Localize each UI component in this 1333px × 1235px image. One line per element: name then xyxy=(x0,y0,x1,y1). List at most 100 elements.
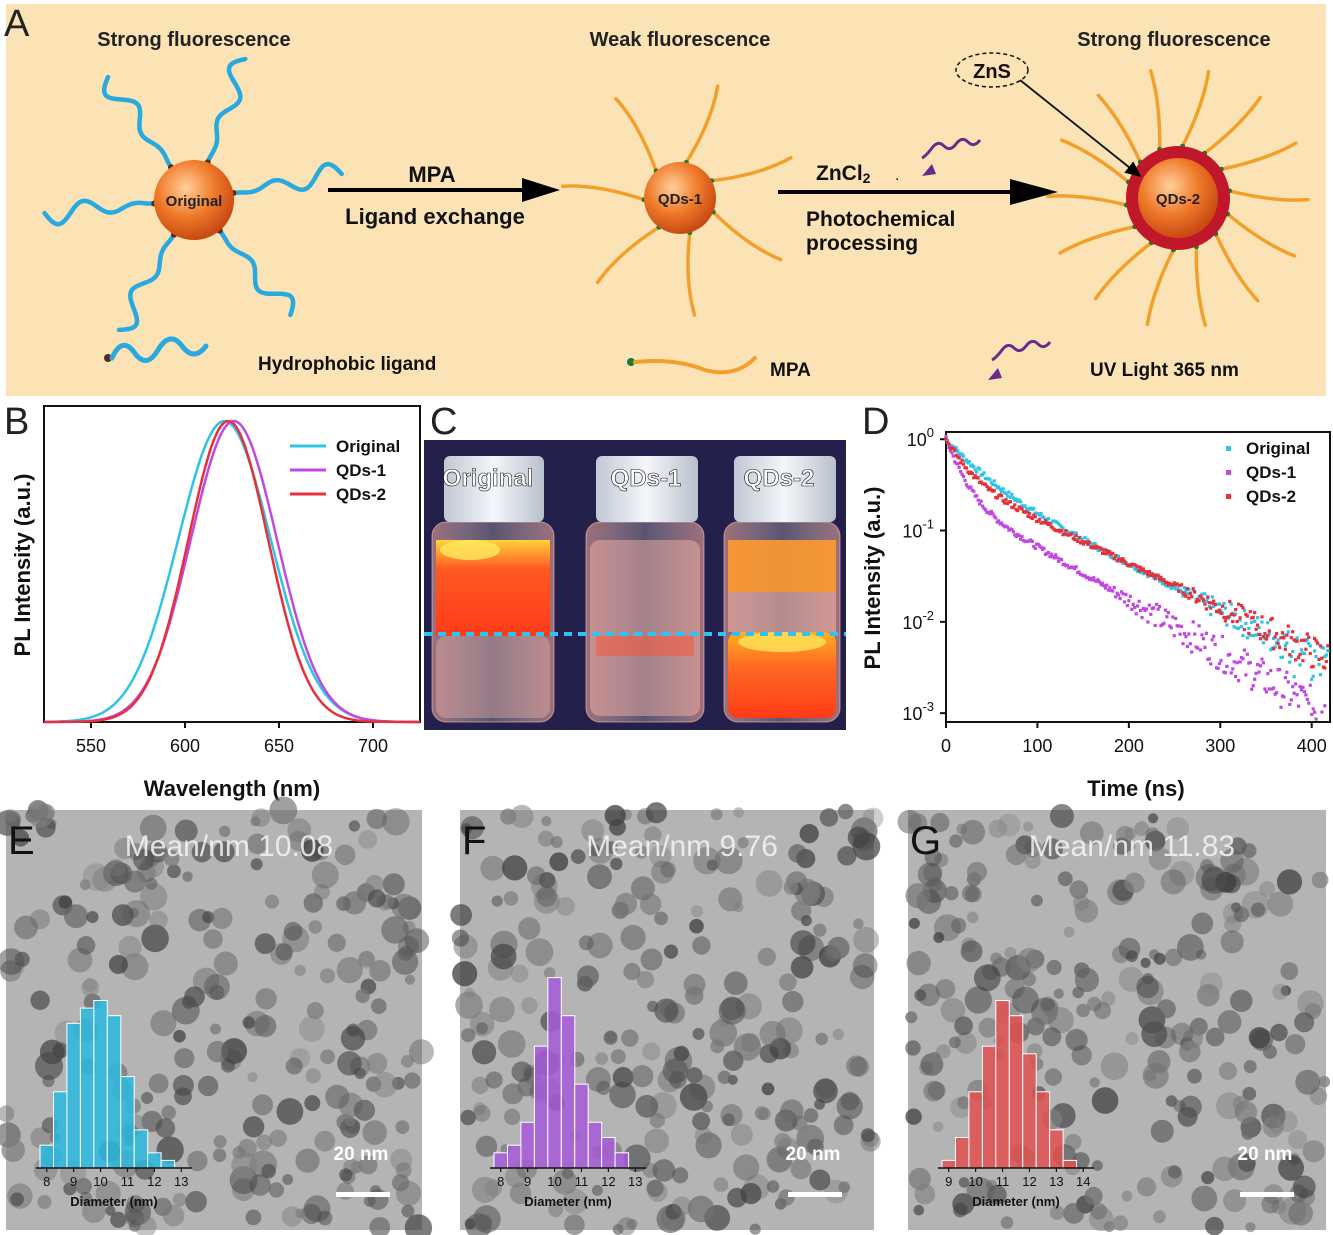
nanocrystal xyxy=(1200,877,1224,901)
d-point xyxy=(1296,704,1301,708)
d-point xyxy=(1011,505,1015,510)
b-x-tick-label: 550 xyxy=(76,736,106,756)
d-point xyxy=(1136,565,1140,569)
d-point xyxy=(1260,620,1264,624)
panel-letter-d: D xyxy=(862,401,889,443)
d-point xyxy=(1207,657,1211,661)
d-point xyxy=(1254,627,1258,631)
nanocrystal xyxy=(1267,891,1294,917)
d-point xyxy=(1314,639,1318,643)
nanocrystal xyxy=(511,1061,533,1082)
d-point xyxy=(960,458,964,462)
nanocrystal xyxy=(504,1166,527,1188)
b-legend-label: QDs-2 xyxy=(336,485,386,504)
nanocrystal xyxy=(570,849,586,864)
nanocrystal xyxy=(490,930,518,958)
nanocrystal xyxy=(1294,1012,1315,1033)
d-point xyxy=(1223,671,1228,675)
nanocrystal xyxy=(1205,1216,1224,1235)
nanocrystal xyxy=(665,1203,682,1220)
nanocrystal xyxy=(717,1070,732,1085)
nanocrystal xyxy=(64,904,88,929)
scale-bar-label: 20 nm xyxy=(1238,1144,1293,1165)
d-point xyxy=(1219,611,1223,615)
d-point xyxy=(1289,654,1293,659)
nanocrystal xyxy=(1021,972,1036,987)
hydrophobic-anchor-icon xyxy=(104,354,112,362)
nanocrystal xyxy=(966,911,979,924)
d-point xyxy=(1234,607,1238,612)
d-point xyxy=(1017,534,1021,538)
d-point xyxy=(1136,604,1140,608)
nanocrystal xyxy=(723,1050,744,1071)
d-point xyxy=(1294,658,1298,662)
nanocrystal xyxy=(295,1148,320,1173)
d-point xyxy=(1100,551,1105,555)
nanocrystal xyxy=(464,1218,476,1230)
nanocrystal xyxy=(800,915,812,927)
d-point xyxy=(1213,602,1217,607)
nanocrystal xyxy=(1073,894,1090,911)
nanocrystal xyxy=(692,1027,705,1040)
histogram-bar xyxy=(507,1144,522,1169)
nanocrystal xyxy=(790,956,814,979)
d-point xyxy=(1043,519,1048,523)
nanocrystal xyxy=(1040,996,1055,1012)
d-point xyxy=(991,482,995,487)
panel-letter-b: B xyxy=(4,401,29,443)
d-point xyxy=(1152,573,1156,578)
nanocrystal xyxy=(319,968,336,984)
d-point xyxy=(982,471,986,475)
nanocrystal xyxy=(556,897,575,916)
b-xlabel: Wavelength (nm) xyxy=(144,776,320,801)
nanocrystal xyxy=(960,940,983,963)
b-x-tick-label: 650 xyxy=(264,736,294,756)
d-point xyxy=(1311,707,1315,711)
nanocrystal xyxy=(1280,962,1299,980)
d-point xyxy=(1172,581,1176,585)
nanocrystal xyxy=(171,996,200,1025)
d-point xyxy=(1207,604,1211,608)
nanocrystal xyxy=(823,1179,848,1204)
nanocrystal xyxy=(562,1167,574,1180)
nanocrystal xyxy=(327,933,346,953)
nanocrystal xyxy=(1089,1077,1100,1088)
nanocrystal xyxy=(366,1052,388,1074)
d-point xyxy=(951,454,955,458)
nanocrystal xyxy=(847,826,870,849)
d-point xyxy=(1038,517,1042,521)
d-point xyxy=(1209,606,1213,610)
d-point xyxy=(1196,646,1200,650)
b-series xyxy=(44,419,420,724)
d-point xyxy=(1008,499,1012,504)
d-point xyxy=(1228,599,1232,604)
d-point xyxy=(999,521,1004,525)
nanocrystal xyxy=(133,848,155,871)
d-point xyxy=(1133,605,1137,610)
d-point xyxy=(1182,592,1187,596)
nanocrystal xyxy=(710,808,723,821)
d-point xyxy=(1247,631,1251,636)
nanocrystal xyxy=(301,839,324,862)
nanocrystal xyxy=(148,1073,169,1094)
d-point xyxy=(1073,537,1077,542)
nanocrystal xyxy=(510,964,529,983)
nanocrystal xyxy=(1191,1185,1218,1212)
nanocrystal xyxy=(1202,866,1228,892)
d-point xyxy=(1310,712,1314,716)
d-point xyxy=(1125,603,1129,608)
d-point xyxy=(957,451,961,456)
d-point xyxy=(1280,655,1285,659)
histogram-bar xyxy=(39,1144,54,1169)
d-point xyxy=(982,506,986,510)
nanocrystal xyxy=(646,1179,664,1197)
d-x-tick-label: 300 xyxy=(1205,736,1235,756)
legend-uv-light: UV Light 365 nm xyxy=(1090,360,1239,381)
nanocrystal xyxy=(256,1134,272,1151)
uv-light-icon xyxy=(921,137,982,176)
label-qds-2: QDs-2 xyxy=(1156,191,1200,208)
nanocrystal xyxy=(213,841,235,863)
nanocrystal xyxy=(182,871,193,882)
mpa-ligand xyxy=(1058,225,1137,255)
nanocrystal xyxy=(1046,959,1062,976)
